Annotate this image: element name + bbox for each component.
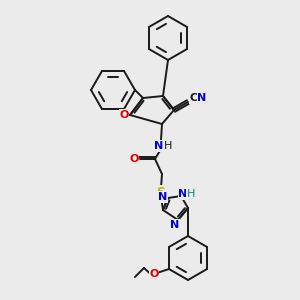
- Text: S: S: [157, 185, 166, 199]
- Text: H: H: [187, 189, 195, 199]
- Text: N: N: [170, 220, 180, 230]
- Text: O: O: [129, 154, 139, 164]
- Text: N: N: [197, 93, 207, 103]
- Text: N: N: [158, 192, 168, 202]
- Text: H: H: [164, 141, 172, 151]
- Text: O: O: [119, 110, 129, 120]
- Text: N: N: [154, 141, 164, 151]
- Text: O: O: [149, 269, 159, 279]
- Text: N: N: [178, 189, 188, 199]
- Text: C: C: [190, 93, 198, 103]
